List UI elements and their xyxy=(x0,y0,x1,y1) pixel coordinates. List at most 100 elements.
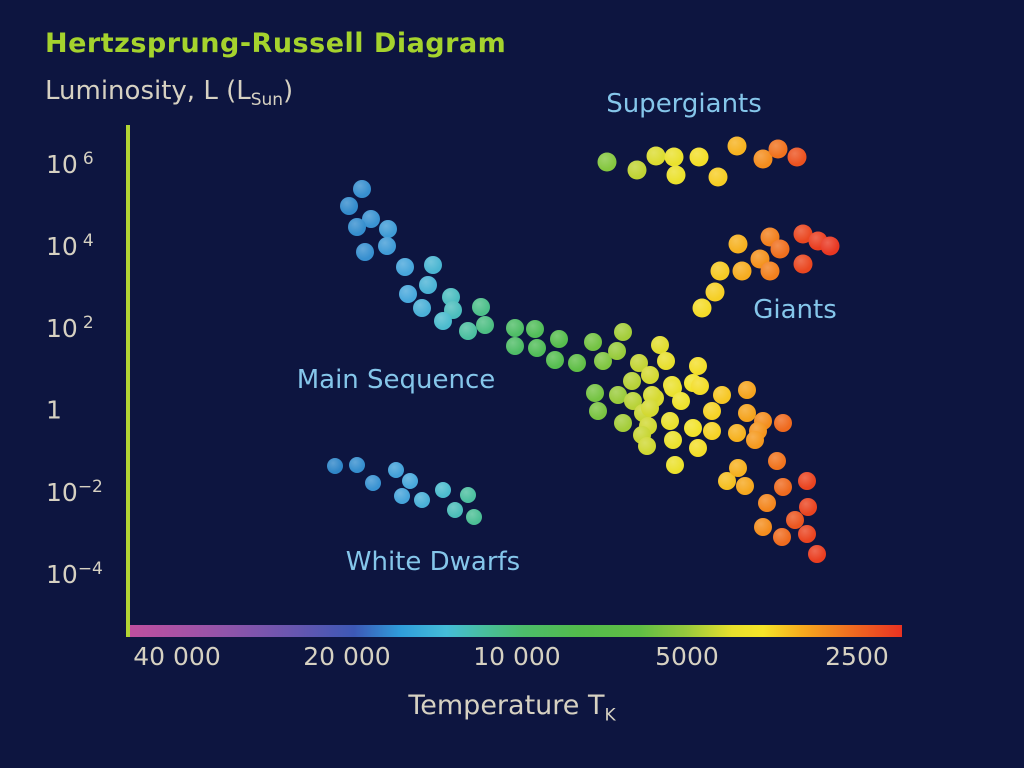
star-giants xyxy=(770,239,790,259)
x-axis-title-subscript: K xyxy=(604,705,616,726)
star-main-sequence xyxy=(379,219,398,238)
star-main-sequence xyxy=(799,498,818,517)
star-main-sequence xyxy=(808,545,827,564)
star-white-dwarfs xyxy=(401,472,418,489)
label-white-dwarfs: White Dwarfs xyxy=(345,547,521,577)
star-white-dwarfs xyxy=(435,482,452,499)
star-giants xyxy=(732,261,752,281)
star-main-sequence xyxy=(785,510,804,529)
star-main-sequence xyxy=(348,218,366,237)
star-main-sequence xyxy=(475,315,494,334)
star-supergiants xyxy=(646,146,666,166)
star-white-dwarfs xyxy=(414,491,431,508)
y-tick-label: 10 6 xyxy=(46,148,94,180)
star-giants xyxy=(710,261,730,281)
star-main-sequence xyxy=(683,418,702,437)
star-main-sequence xyxy=(550,330,569,349)
star-main-sequence xyxy=(798,525,817,544)
star-main-sequence xyxy=(567,354,586,372)
y-tick-label: 10−2 xyxy=(46,476,103,508)
star-supergiants xyxy=(708,167,728,187)
star-main-sequence xyxy=(757,493,776,512)
star-main-sequence xyxy=(773,528,792,547)
star-main-sequence xyxy=(664,430,683,449)
star-main-sequence xyxy=(689,438,707,457)
star-giants xyxy=(793,224,813,244)
star-main-sequence xyxy=(413,299,432,318)
star-white-dwarfs xyxy=(393,487,410,504)
star-main-sequence xyxy=(657,351,676,370)
star-giants xyxy=(820,236,840,256)
star-main-sequence xyxy=(355,242,374,261)
y-tick-label: 10 4 xyxy=(46,230,94,262)
y-axis-line xyxy=(126,125,130,637)
star-giants xyxy=(705,282,725,302)
star-main-sequence xyxy=(423,255,442,274)
x-axis-title: Temperature TK xyxy=(0,690,1024,725)
star-main-sequence xyxy=(588,401,607,420)
star-white-dwarfs xyxy=(327,457,344,474)
star-supergiants xyxy=(666,165,686,185)
star-main-sequence xyxy=(609,386,628,405)
star-giants xyxy=(692,298,712,318)
star-white-dwarfs xyxy=(387,461,404,478)
star-main-sequence xyxy=(735,477,754,495)
star-main-sequence xyxy=(717,471,736,490)
y-tick-label: 1 xyxy=(46,395,62,425)
star-main-sequence xyxy=(353,180,372,199)
star-white-dwarfs xyxy=(349,456,365,473)
label-giants: Giants xyxy=(753,295,837,325)
star-main-sequence xyxy=(738,403,757,422)
star-main-sequence xyxy=(505,337,524,356)
star-main-sequence xyxy=(418,276,437,295)
star-main-sequence xyxy=(666,455,684,474)
star-supergiants xyxy=(689,147,709,167)
star-main-sequence xyxy=(527,339,546,358)
star-main-sequence xyxy=(672,391,691,410)
star-main-sequence xyxy=(798,471,817,490)
star-main-sequence xyxy=(546,350,565,369)
y-axis-title: Luminosity, L (LSun) xyxy=(45,76,293,110)
y-axis-title-close: ) xyxy=(283,76,294,106)
star-main-sequence xyxy=(623,371,642,390)
star-main-sequence xyxy=(774,414,792,433)
star-main-sequence xyxy=(641,366,660,385)
star-main-sequence xyxy=(691,377,710,396)
star-main-sequence xyxy=(614,414,632,433)
star-giants xyxy=(760,261,780,281)
x-tick-label: 40 000 xyxy=(133,642,221,671)
star-main-sequence xyxy=(340,196,359,215)
star-supergiants xyxy=(664,147,684,167)
star-main-sequence xyxy=(727,423,746,442)
page-title: Hertzsprung-Russell Diagram xyxy=(45,28,507,59)
star-main-sequence xyxy=(729,458,748,477)
star-main-sequence xyxy=(713,386,732,405)
star-main-sequence xyxy=(459,322,478,341)
star-main-sequence xyxy=(738,380,757,399)
star-white-dwarfs xyxy=(364,474,381,491)
star-main-sequence xyxy=(660,411,679,430)
star-main-sequence xyxy=(745,430,764,449)
star-main-sequence xyxy=(586,383,605,402)
star-supergiants xyxy=(627,160,647,180)
star-main-sequence xyxy=(638,437,657,456)
label-main-sequence: Main Sequence xyxy=(296,365,496,395)
star-main-sequence xyxy=(526,320,545,339)
star-white-dwarfs xyxy=(460,486,477,503)
y-tick-label: 10−4 xyxy=(46,558,103,590)
star-main-sequence xyxy=(505,319,524,338)
star-main-sequence xyxy=(689,356,707,375)
x-tick-label: 2500 xyxy=(825,642,889,671)
star-white-dwarfs xyxy=(466,509,483,526)
x-tick-label: 10 000 xyxy=(473,642,561,671)
star-main-sequence xyxy=(774,478,792,497)
star-supergiants xyxy=(787,147,807,167)
star-main-sequence xyxy=(768,451,787,470)
star-main-sequence xyxy=(471,297,490,316)
star-main-sequence xyxy=(377,237,396,255)
star-giants xyxy=(793,254,813,274)
star-supergiants xyxy=(597,152,617,172)
star-main-sequence xyxy=(651,336,670,355)
star-supergiants xyxy=(727,136,747,156)
